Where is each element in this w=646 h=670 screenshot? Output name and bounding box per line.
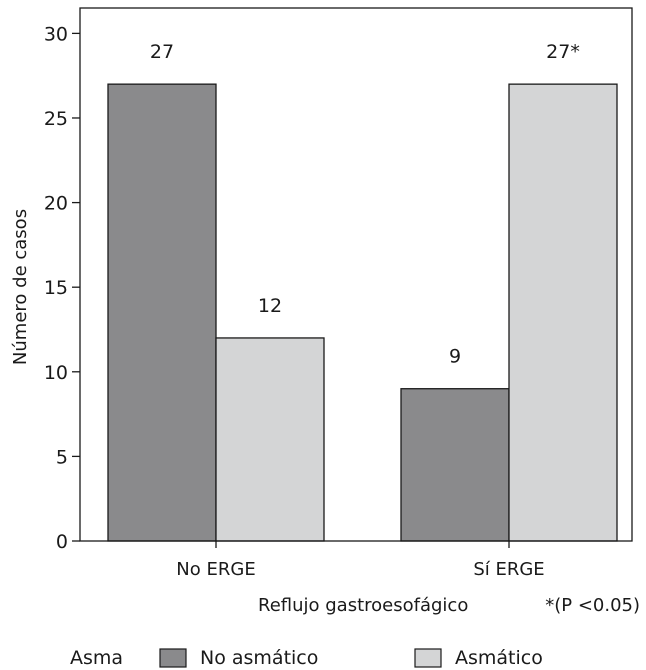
y-tick-label-15: 15 [44, 277, 68, 299]
x-category-label-no-erge: No ERGE [176, 559, 255, 580]
y-tick-label-30: 30 [44, 23, 68, 45]
data-label-no-asmatico-si-erge: 9 [449, 346, 461, 368]
bar-asmatico-no-erge [215, 337, 325, 542]
legend-label-no-asmatico: No asmático [200, 647, 318, 669]
legend-swatch-no-asmatico [159, 648, 187, 668]
legend-label-asmatico: Asmático [455, 647, 543, 669]
y-axis-ticks: 0 5 10 15 20 25 30 [44, 23, 80, 553]
data-labels: 27 12 9 27* [150, 41, 580, 368]
bar-asmatico-si-erge [508, 83, 618, 542]
x-axis-category-labels: No ERGE Sí ERGE [176, 541, 545, 580]
y-tick-label-20: 20 [44, 193, 68, 215]
bars [107, 83, 618, 542]
y-axis-title: Número de casos [10, 209, 31, 365]
y-tick-label-5: 5 [56, 446, 68, 468]
x-axis-title: Reflujo gastroesofágico [258, 595, 468, 616]
legend: Asma No asmático Asmático [70, 647, 543, 669]
bar-no-asmatico-si-erge [400, 388, 510, 542]
bar-no-asmatico-no-erge [107, 83, 217, 542]
data-label-asmatico-si-erge: 27* [546, 41, 580, 63]
legend-swatch-asmatico [414, 648, 442, 668]
y-tick-label-10: 10 [44, 362, 68, 384]
plot-area-frame [79, 7, 633, 542]
x-category-label-si-erge: Sí ERGE [473, 559, 544, 580]
data-label-no-asmatico-no-erge: 27 [150, 41, 174, 63]
data-label-asmatico-no-erge: 12 [258, 295, 282, 317]
y-tick-label-25: 25 [44, 108, 68, 130]
y-tick-label-0: 0 [56, 531, 68, 553]
significance-note: *(P <0.05) [545, 595, 640, 616]
legend-title: Asma [70, 647, 123, 669]
